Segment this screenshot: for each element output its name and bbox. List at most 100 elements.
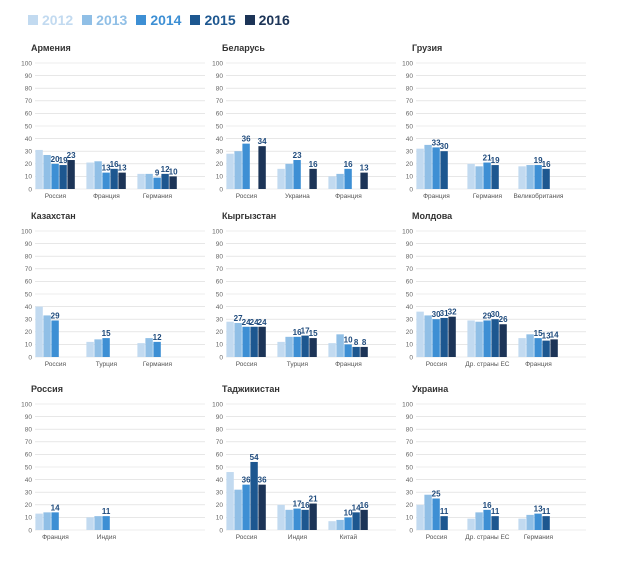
y-tick-label: 100: [402, 60, 413, 67]
bar: [35, 513, 43, 530]
category-label: Китай: [340, 533, 358, 541]
y-tick-label: 80: [216, 86, 224, 93]
data-label: 11: [542, 507, 551, 516]
bar: [467, 518, 475, 530]
bar: [352, 346, 360, 357]
data-label: 10: [344, 508, 353, 517]
bar: [518, 518, 526, 530]
y-tick-label: 30: [216, 317, 224, 324]
y-tick-label: 10: [216, 515, 224, 522]
bar: [360, 172, 368, 189]
y-tick-label: 50: [216, 464, 224, 471]
data-label: 13: [360, 164, 369, 173]
y-tick-label: 30: [25, 317, 33, 324]
panel-title: Казахстан: [31, 211, 76, 221]
bar: [518, 338, 526, 357]
category-label: Др. страны ЕС: [465, 361, 509, 368]
bar: [440, 317, 448, 357]
bar: [309, 503, 317, 530]
category-label: Германия: [143, 361, 173, 368]
bar: [285, 163, 293, 189]
data-label: 25: [432, 490, 441, 499]
data-label: 24: [242, 318, 251, 327]
data-label: 36: [242, 135, 251, 144]
data-label: 12: [161, 165, 170, 174]
category-label: Россия: [236, 193, 258, 200]
y-tick-label: 10: [406, 174, 414, 181]
bar: [250, 326, 258, 357]
data-label: 15: [309, 329, 318, 338]
bar: [169, 176, 177, 189]
y-tick-label: 90: [406, 73, 414, 80]
data-label: 11: [440, 507, 449, 516]
legend: 2012 2013 2014 2015 2016: [28, 8, 299, 32]
data-label: 29: [51, 311, 60, 320]
bar: [475, 321, 483, 357]
data-label: 12: [153, 333, 162, 342]
category-label: Франция: [335, 361, 362, 368]
bar: [277, 341, 285, 357]
category-label: Россия: [426, 534, 448, 541]
data-label: 17: [293, 500, 302, 509]
data-label: 10: [169, 167, 178, 176]
data-label: 16: [110, 160, 119, 169]
bar: [542, 516, 550, 530]
data-label: 13: [542, 332, 551, 341]
bar: [161, 173, 169, 189]
panel-3: Грузия 0 10 20 30 40 50 60 70 80 90 100 Франция Герма…: [402, 43, 586, 200]
panel-1: Армения 0 10 20 30 40 50 60 70 80 90 100 Россия Франц…: [21, 43, 205, 200]
bar: [94, 339, 102, 357]
y-tick-label: 50: [406, 464, 414, 471]
y-tick-label: 80: [25, 254, 33, 261]
legend-label-2012: 2012: [42, 12, 74, 28]
category-label: Турция: [287, 361, 309, 368]
data-label: 8: [354, 338, 359, 347]
y-tick-label: 80: [216, 254, 224, 261]
y-tick-label: 80: [25, 86, 33, 93]
y-tick-label: 90: [216, 73, 224, 80]
y-tick-label: 30: [25, 490, 33, 497]
bar: [309, 168, 317, 189]
bar: [153, 341, 161, 357]
bar: [234, 489, 242, 530]
bar: [448, 316, 456, 357]
data-label: 26: [499, 315, 508, 324]
data-label: 29: [483, 311, 492, 320]
y-tick-label: 10: [216, 174, 224, 181]
bar: [301, 335, 309, 357]
bar: [360, 346, 368, 357]
y-tick-label: 40: [25, 136, 33, 143]
y-tick-label: 50: [216, 123, 224, 130]
y-tick-label: 60: [25, 452, 33, 459]
category-label: Турция: [96, 361, 118, 368]
category-label: Россия: [236, 534, 258, 541]
y-tick-label: 90: [216, 414, 224, 421]
panel-9: Украина 0 10 20 30 40 50 60 70 80 90 100 Россия Др. с…: [402, 384, 586, 541]
category-label: Великобритания: [513, 192, 563, 200]
bar: [102, 516, 110, 530]
bar: [94, 161, 102, 189]
legend-item-2012: 2012: [28, 12, 73, 28]
data-label: 8: [362, 338, 367, 347]
panel-title: Кыргызстан: [222, 211, 276, 221]
bar: [491, 165, 499, 189]
bar: [483, 162, 491, 189]
data-label: 24: [258, 318, 267, 327]
y-tick-label: 40: [25, 477, 33, 484]
y-tick-label: 0: [409, 354, 413, 361]
bar: [94, 516, 102, 530]
panel-5: Кыргызстан 0 10 20 30 40 50 60 70 80 90 100 Россия Ту…: [212, 211, 396, 368]
y-tick-label: 80: [406, 254, 414, 261]
panel-title: Таджикистан: [222, 384, 280, 394]
y-tick-label: 20: [406, 161, 414, 168]
bar: [226, 321, 234, 357]
bar: [328, 176, 336, 189]
data-label: 30: [491, 310, 500, 319]
y-tick-label: 90: [25, 241, 33, 248]
y-tick-label: 100: [21, 60, 32, 67]
bar: [258, 146, 266, 189]
data-label: 13: [102, 164, 111, 173]
category-label: Россия: [45, 361, 67, 368]
y-tick-label: 80: [25, 427, 33, 434]
bar: [51, 512, 59, 530]
